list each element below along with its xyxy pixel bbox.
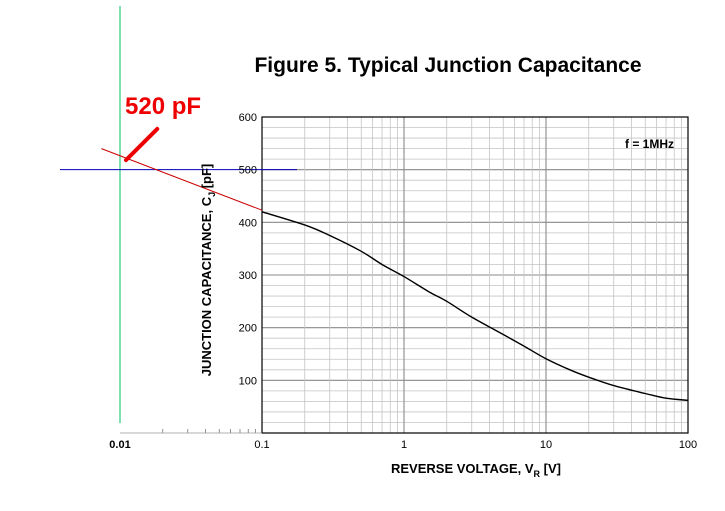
markers [60,6,297,423]
axes [120,116,689,434]
x-tick-label: 1 [401,439,407,451]
y-tick-label: 200 [239,323,257,335]
chart-title: Figure 5. Typical Junction Capacitance [254,54,641,77]
y-tick-label: 600 [239,112,257,124]
x-tick-label: 100 [679,439,697,451]
y-axis-label: JUNCTION CAPACITANCE, CJ [pF] [199,164,217,377]
callout-label: 520 pF [125,93,201,120]
y-tick-label: 500 [239,165,257,177]
x-tick-label: 10 [540,439,552,451]
labels: Figure 5. Typical Junction Capacitance10… [109,54,697,479]
x-tick-label: 0.1 [254,439,269,451]
x-axis-label: REVERSE VOLTAGE, VR [V] [391,461,561,479]
plot-frame [261,116,689,434]
callout-arrow [124,126,160,163]
y-tick-label: 100 [239,375,257,387]
y-tick-label: 400 [239,217,257,229]
frequency-note: f = 1MHz [625,137,674,151]
x-tick-label: 0.01 [109,439,130,451]
series [261,211,689,402]
y-tick-label: 300 [239,270,257,282]
grid [262,117,688,433]
series-line-0 [261,211,689,402]
